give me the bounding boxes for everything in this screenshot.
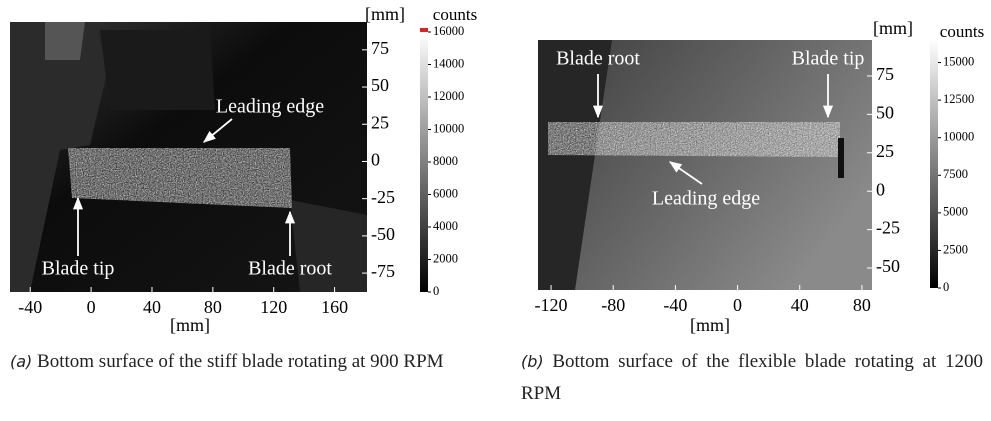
y-tick-label: -25 (876, 218, 900, 238)
colorbar-tick-label: 2000 (433, 251, 458, 265)
blade (548, 122, 840, 157)
y-tick-label: -25 (371, 187, 395, 207)
colorbar (930, 40, 938, 288)
x-tick-label: 40 (143, 297, 161, 317)
caption: (b) Bottom surface of the flexible blade… (521, 346, 983, 410)
caption-text: Bottom surface of the flexible blade rot… (521, 351, 983, 404)
y-tick-label: 50 (371, 75, 389, 95)
colorbar-tick-label: 4000 (433, 219, 458, 233)
colorbar-tick-label: 15000 (943, 54, 974, 68)
colorbar-tick-label: 0 (433, 284, 439, 298)
y-tick-label: 75 (876, 64, 894, 84)
x-tick-label: 40 (791, 295, 809, 315)
y-tick-label: 25 (876, 141, 894, 161)
colorbar-tick-label: 12500 (943, 92, 974, 106)
colorbar-tick-label: 8000 (433, 154, 458, 168)
colorbar-tick-label: 0 (943, 280, 949, 294)
colorbar-tick-label: 10000 (943, 130, 974, 144)
x-tick-label: 160 (321, 297, 348, 317)
annotation: Leading edge (652, 188, 760, 210)
y-tick-label: -50 (876, 256, 900, 276)
y-tick-label: 25 (371, 112, 389, 132)
x-tick-label: -40 (18, 297, 42, 317)
x-tick-label: 0 (87, 297, 96, 317)
y-axis-unit: [mm] (873, 18, 913, 38)
x-tick-label: -120 (535, 295, 568, 315)
annotation: Blade tip (42, 258, 115, 280)
y-tick-label: -75 (371, 261, 395, 281)
y-tick-label: -50 (371, 224, 395, 244)
caption-label: (b) (521, 352, 544, 371)
x-axis-label: [mm] (170, 315, 210, 335)
colorbar-label: counts (940, 22, 984, 41)
x-tick-label: 0 (733, 295, 742, 315)
colorbar-tick-label: 5000 (943, 205, 968, 219)
annotation: Leading edge (216, 96, 324, 118)
photo-structure (45, 22, 85, 60)
annotation: Blade root (248, 258, 332, 280)
x-tick-label: -40 (663, 295, 687, 315)
y-tick-label: 50 (876, 102, 894, 122)
y-axis-unit: [mm] (365, 4, 405, 24)
x-axis-label: [mm] (690, 315, 730, 335)
colorbar-tick-label: 16000 (433, 24, 464, 38)
caption-text: Bottom surface of the stiff blade rotati… (37, 351, 444, 372)
page: {"panels": [ {"x_axis": {"label": "[mm]"… (0, 0, 991, 421)
annotation: Blade tip (792, 48, 865, 70)
y-tick-label: 0 (371, 150, 380, 170)
colorbar-tick-label: 2500 (943, 242, 968, 256)
colorbar-tick-label: 6000 (433, 186, 458, 200)
colorbar-tick-label: 14000 (433, 56, 464, 70)
x-tick-label: 80 (204, 297, 222, 317)
x-tick-label: -80 (601, 295, 625, 315)
colorbar-tick-label: 10000 (433, 121, 464, 135)
colorbar-tick-label: 12000 (433, 89, 464, 103)
colorbar (420, 32, 428, 292)
colorbar-label: counts (433, 5, 477, 24)
caption-label: (a) (10, 352, 32, 371)
saturation-mark (420, 28, 428, 32)
x-tick-label: 120 (260, 297, 287, 317)
y-tick-label: 0 (876, 179, 885, 199)
photo-structure (838, 138, 844, 178)
caption: (a) Bottom surface of the stiff blade ro… (10, 346, 472, 378)
blade (68, 148, 292, 208)
y-tick-label: 75 (371, 38, 389, 58)
colorbar-tick-label: 7500 (943, 167, 968, 181)
x-tick-label: 80 (853, 295, 871, 315)
annotation: Blade root (556, 48, 640, 70)
photo-structure (100, 30, 215, 110)
